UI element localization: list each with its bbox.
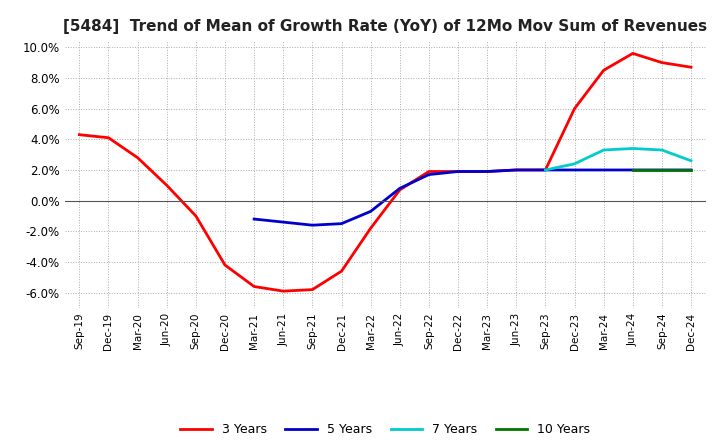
3 Years <box>279 289 287 294</box>
3 Years <box>337 268 346 274</box>
5 Years <box>687 167 696 172</box>
3 Years <box>599 68 608 73</box>
3 Years <box>395 187 404 193</box>
3 Years <box>192 213 200 219</box>
3 Years <box>308 287 317 292</box>
5 Years <box>512 167 521 172</box>
3 Years <box>454 169 462 174</box>
Line: 5 Years: 5 Years <box>254 170 691 225</box>
Legend: 3 Years, 5 Years, 7 Years, 10 Years: 3 Years, 5 Years, 7 Years, 10 Years <box>176 418 595 440</box>
5 Years <box>337 221 346 226</box>
3 Years <box>483 169 492 174</box>
5 Years <box>541 167 550 172</box>
3 Years <box>75 132 84 137</box>
3 Years <box>425 169 433 174</box>
Line: 3 Years: 3 Years <box>79 53 691 291</box>
5 Years <box>425 172 433 177</box>
7 Years <box>599 147 608 153</box>
3 Years <box>512 167 521 172</box>
5 Years <box>629 167 637 172</box>
7 Years <box>629 146 637 151</box>
3 Years <box>104 135 113 140</box>
7 Years <box>687 158 696 163</box>
5 Years <box>483 169 492 174</box>
3 Years <box>220 262 229 268</box>
5 Years <box>657 167 666 172</box>
3 Years <box>570 106 579 111</box>
7 Years <box>541 167 550 172</box>
Title: [5484]  Trend of Mean of Growth Rate (YoY) of 12Mo Mov Sum of Revenues: [5484] Trend of Mean of Growth Rate (YoY… <box>63 19 707 34</box>
3 Years <box>541 167 550 172</box>
3 Years <box>657 60 666 65</box>
7 Years <box>657 147 666 153</box>
10 Years <box>657 167 666 172</box>
5 Years <box>570 167 579 172</box>
5 Years <box>279 220 287 225</box>
5 Years <box>250 216 258 222</box>
3 Years <box>629 51 637 56</box>
3 Years <box>687 65 696 70</box>
3 Years <box>133 155 142 160</box>
10 Years <box>629 167 637 172</box>
3 Years <box>366 226 375 231</box>
3 Years <box>163 183 171 188</box>
5 Years <box>454 169 462 174</box>
Line: 7 Years: 7 Years <box>546 148 691 170</box>
5 Years <box>599 167 608 172</box>
5 Years <box>308 223 317 228</box>
3 Years <box>250 284 258 289</box>
10 Years <box>687 167 696 172</box>
5 Years <box>366 209 375 214</box>
5 Years <box>395 186 404 191</box>
7 Years <box>570 161 579 166</box>
